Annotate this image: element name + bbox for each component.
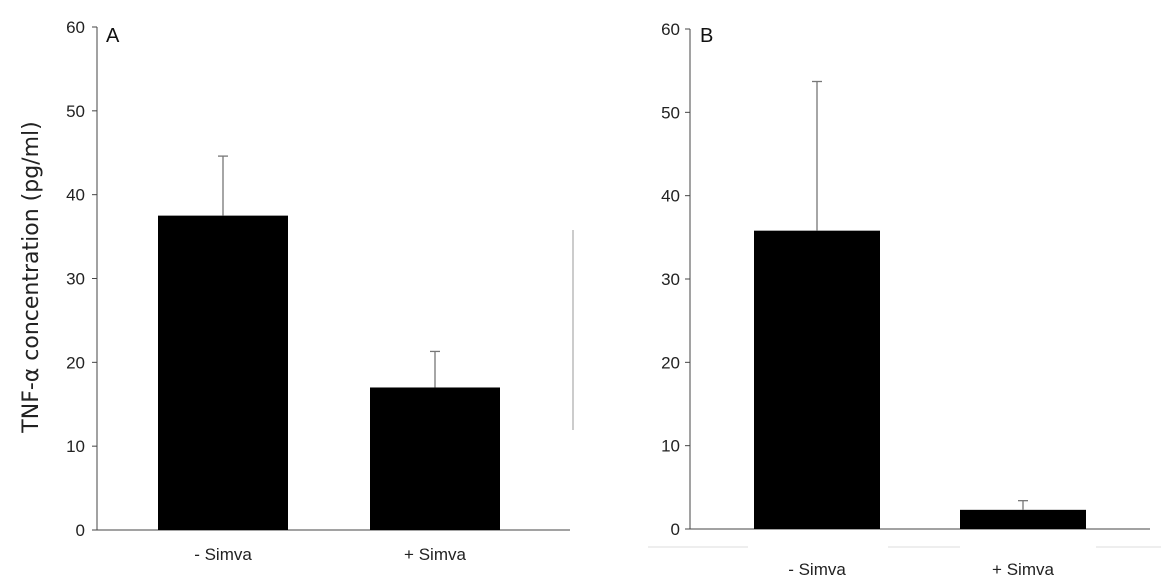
bar: [158, 215, 288, 530]
panel-a: 0 10 20 30 40 50 60 A - Simva + Simva: [66, 18, 570, 564]
y-tick-label: 0: [671, 520, 680, 539]
bar: [370, 387, 500, 530]
y-axis-title: TNF-α concentration (pg/ml): [19, 121, 44, 433]
y-tick-label: 60: [661, 20, 680, 39]
bar: [960, 509, 1086, 529]
panel-label: A: [106, 25, 120, 47]
y-tick-label: 10: [661, 437, 680, 456]
y-tick-label: 20: [661, 353, 680, 372]
category-label: + Simva: [404, 545, 466, 564]
y-tick-label: 40: [661, 187, 680, 206]
y-tick-label: 10: [66, 437, 85, 456]
y-tick-label: 30: [66, 270, 85, 289]
y-tick-label: 60: [66, 18, 85, 37]
panel-label: B: [700, 25, 713, 47]
y-tick-label: 30: [661, 270, 680, 289]
category-label: + Simva: [992, 560, 1054, 579]
y-tick-label: 0: [76, 521, 85, 540]
panel-b: 0 10 20 30 40 50 60 B - Simva + Simva: [661, 20, 1150, 579]
category-label: - Simva: [194, 545, 252, 564]
bar: [754, 230, 880, 529]
y-tick-label: 50: [661, 103, 680, 122]
category-label: - Simva: [788, 560, 846, 579]
y-tick-label: 20: [66, 353, 85, 372]
y-tick-label: 40: [66, 186, 85, 205]
y-tick-label: 50: [66, 102, 85, 121]
